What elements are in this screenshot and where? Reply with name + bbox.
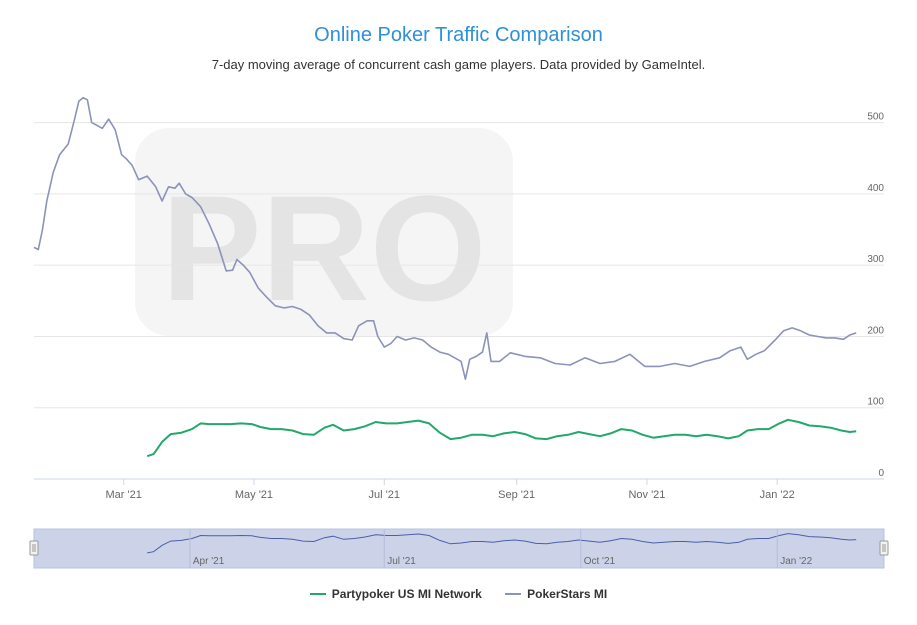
x-tick-label-3: Sep '21 [498,489,535,501]
x-tick-label-0: Mar '21 [106,489,142,501]
chart-title: Online Poker Traffic Comparison [314,24,603,46]
navigator-mask [33,528,885,569]
navigator-tick-label-0: Apr '21 [193,556,225,567]
y-tick-label-400: 400 [867,183,884,194]
series-line-partypoker-us-mi-network [146,418,857,458]
x-tick-label-5: Jan '22 [760,489,795,501]
legend-item-pokerstars[interactable]: PokerStars MI [505,587,607,601]
y-tick-label-200: 200 [867,325,884,336]
navigator-series-line [147,533,857,554]
legend-item-partypoker[interactable]: Partypoker US MI Network [309,587,482,601]
x-tick-label-2: Jul '21 [369,489,400,501]
navigator-tick-label-3: Jan '22 [780,556,812,567]
legend-swatch-partypoker [309,593,326,595]
handle-grip [879,540,889,556]
series-line-pokerstars-mi [33,96,857,380]
legend-label-pokerstars: PokerStars MI [527,587,608,601]
navigator-tick-label-1: Jul '21 [387,556,416,567]
navigator-right-handle[interactable] [879,540,889,556]
x-tick-label-4: Nov '21 [628,489,665,501]
y-tick-label-500: 500 [867,112,884,123]
chart-legend: Partypoker US MI Network PokerStars MI [0,584,917,601]
legend-swatch-pokerstars [505,593,522,595]
y-tick-label-300: 300 [867,254,884,265]
chart-subtitle: 7-day moving average of concurrent cash … [211,57,706,72]
navigator-tick-label-2: Oct '21 [584,556,616,567]
navigator-left-handle[interactable] [29,540,39,556]
pro-watermark: PRO [135,128,513,336]
navigator: Apr '21 Jul '21 Oct '21 Jan '22 [29,528,889,569]
x-tick-label-1: May '21 [235,489,273,501]
legend-label-partypoker: Partypoker US MI Network [331,587,482,601]
y-tick-label-100: 100 [867,397,884,408]
handle-grip [29,540,39,556]
watermark-badge [135,128,513,336]
y-tick-label-0: 0 [878,468,884,479]
watermark-text: PRO [161,164,486,332]
